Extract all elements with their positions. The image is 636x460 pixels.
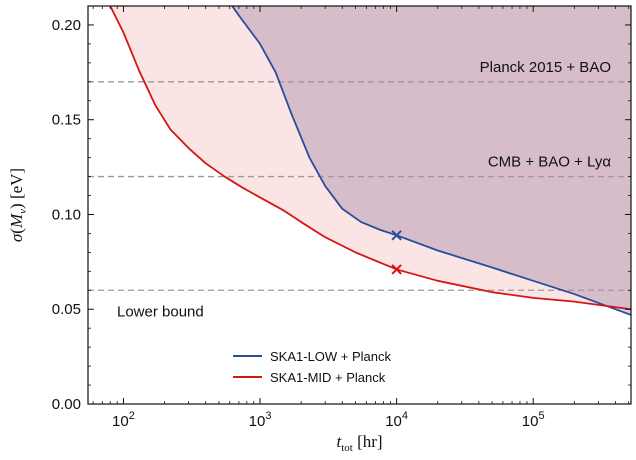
x-marker (391, 230, 402, 241)
fill-region-ska1-low (232, 6, 631, 315)
x-tick-label: 105 (522, 410, 545, 430)
y-tick-label: 0.05 (52, 301, 81, 318)
reference-label: Planck 2015 + BAO (480, 59, 611, 76)
x-tick-label: 104 (385, 410, 408, 430)
series-line-ska1-mid (109, 6, 631, 311)
plot-frame (87, 5, 632, 405)
legend-label: SKA1-LOW + Planck (270, 349, 392, 364)
markers (391, 230, 402, 275)
axis-labels: ttot [hr] σ(Mν) [eV] (7, 168, 383, 454)
reference-lines (88, 81, 631, 291)
series-line-ska1-low (231, 6, 631, 316)
y-tick-label: 0.20 (52, 17, 81, 34)
reference-label: Lower bound (117, 303, 204, 320)
legend-label: SKA1-MID + Planck (270, 370, 386, 385)
legend: SKA1-LOW + Planck SKA1-MID + Planck (233, 349, 392, 385)
reference-label: CMB + BAO + Lyα (488, 154, 611, 171)
axis-ticks: 0.00 0.05 0.10 0.15 0.20 102 103 104 105 (52, 6, 631, 430)
y-tick-label: 0.15 (52, 112, 81, 129)
y-axis-label: σ(Mν) [eV] (7, 168, 29, 242)
plot-border (87, 5, 632, 405)
x-marker (391, 264, 402, 275)
series-lines (109, 6, 631, 316)
x-tick-label: 102 (112, 410, 135, 430)
reference-labels: Planck 2015 + BAO CMB + BAO + Lyα Lower bo… (117, 59, 611, 320)
y-tick-label: 0.00 (52, 396, 81, 413)
y-tick-label: 0.10 (52, 206, 81, 223)
x-marker-stroke (391, 230, 402, 241)
x-marker-stroke (391, 264, 402, 275)
x-axis-label: ttot [hr] (336, 432, 382, 454)
x-tick-label: 103 (249, 410, 272, 430)
